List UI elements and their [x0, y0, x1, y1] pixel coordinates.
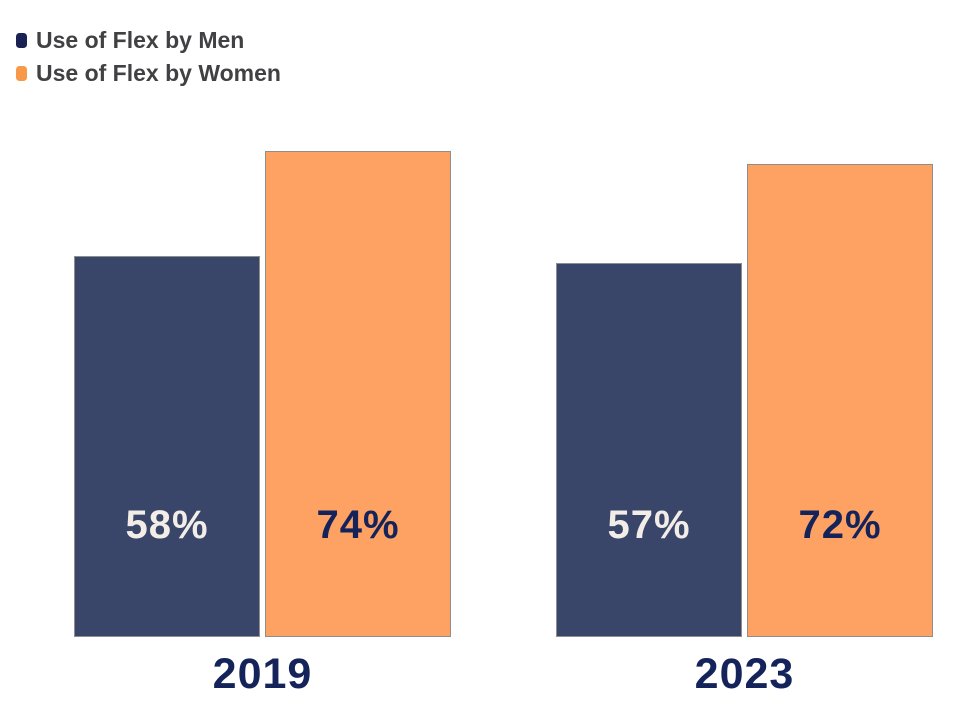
- chart-legend: Use of Flex by Men Use of Flex by Women: [16, 24, 281, 90]
- category-label-2023: 2023: [694, 650, 795, 698]
- category-label-2019: 2019: [212, 650, 313, 698]
- bar-value-label: 57%: [607, 503, 691, 547]
- bar-women-2023: 72%: [747, 164, 933, 637]
- bar-value-label: 58%: [125, 503, 209, 547]
- legend-item-women: Use of Flex by Women: [16, 57, 281, 90]
- bar-men-2019: 58%: [74, 256, 260, 637]
- legend-item-men: Use of Flex by Men: [16, 24, 281, 57]
- legend-label-women: Use of Flex by Women: [36, 60, 281, 86]
- bar-women-2019: 74%: [265, 151, 451, 637]
- bar-value-label: 74%: [316, 503, 400, 547]
- legend-swatch-women-icon: [16, 66, 27, 81]
- legend-swatch-men-icon: [16, 33, 27, 48]
- bar-value-label: 72%: [798, 503, 882, 547]
- legend-label-men: Use of Flex by Men: [36, 27, 245, 53]
- bar-men-2023: 57%: [556, 263, 742, 637]
